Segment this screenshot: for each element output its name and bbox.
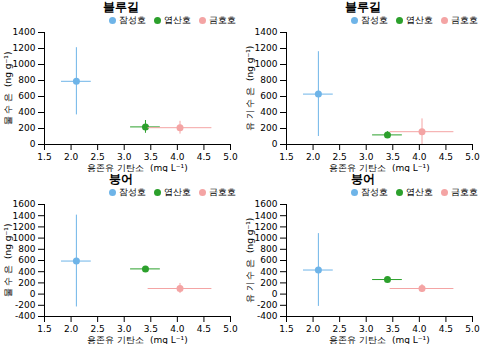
svg-text:4.0: 4.0 xyxy=(412,324,427,334)
svg-text:600: 600 xyxy=(18,91,35,101)
html-text:붕어: 붕어 xyxy=(351,172,375,186)
svg-text:2.5: 2.5 xyxy=(90,324,104,334)
svg-text:0: 0 xyxy=(30,139,36,149)
svg-text:-200: -200 xyxy=(15,300,36,310)
svg-text:4.5: 4.5 xyxy=(439,324,453,334)
svg-text:2.5: 2.5 xyxy=(90,152,104,162)
svg-text:400: 400 xyxy=(260,267,277,277)
svg-text:5.0: 5.0 xyxy=(465,324,480,334)
svg-text:1000: 1000 xyxy=(255,233,278,243)
svg-text:200: 200 xyxy=(18,278,35,288)
svg-text:물 수 은 (ng g⁻¹): 물 수 은 (ng g⁻¹) xyxy=(3,52,13,126)
svg-text:800: 800 xyxy=(18,244,35,254)
svg-text:용존유 기탄소 (mg L⁻¹): 용존유 기탄소 (mg L⁻¹) xyxy=(329,163,429,173)
svg-text:1400: 1400 xyxy=(255,211,278,221)
svg-text:1.5: 1.5 xyxy=(37,152,51,162)
svg-text:2.0: 2.0 xyxy=(306,324,321,334)
svg-text:1000: 1000 xyxy=(13,233,36,243)
svg-text:2.5: 2.5 xyxy=(332,324,346,334)
svg-text:용존유 기탄소 (mg L⁻¹): 용존유 기탄소 (mg L⁻¹) xyxy=(87,163,187,173)
svg-text:5.0: 5.0 xyxy=(223,152,238,162)
svg-text:1.5: 1.5 xyxy=(279,152,293,162)
svg-text:1200: 1200 xyxy=(13,222,36,232)
svg-text:-200: -200 xyxy=(257,300,278,310)
svg-text:-400: -400 xyxy=(257,311,278,321)
svg-text:1.5: 1.5 xyxy=(279,324,293,334)
svg-text:800: 800 xyxy=(260,244,277,254)
html-text:붕어: 붕어 xyxy=(109,172,133,186)
svg-text:1200: 1200 xyxy=(13,43,36,53)
svg-text:1400: 1400 xyxy=(13,211,36,221)
svg-text:0: 0 xyxy=(272,289,278,299)
svg-text:용존유 기탄소 (mg L⁻¹): 용존유 기탄소 (mg L⁻¹) xyxy=(87,335,187,345)
svg-text:1.5: 1.5 xyxy=(37,324,51,334)
svg-text:600: 600 xyxy=(260,255,277,265)
svg-text:2.0: 2.0 xyxy=(64,152,79,162)
html-text:금호호: 금호호 xyxy=(451,187,478,197)
svg-text:0: 0 xyxy=(272,139,278,149)
svg-text:2.5: 2.5 xyxy=(332,152,346,162)
svg-text:1000: 1000 xyxy=(255,59,278,69)
html-text:금호호: 금호호 xyxy=(209,15,236,25)
html-text:잠성호: 잠성호 xyxy=(361,15,388,25)
svg-text:3.0: 3.0 xyxy=(117,324,132,334)
svg-text:1000: 1000 xyxy=(13,59,36,69)
svg-text:2.0: 2.0 xyxy=(64,324,79,334)
svg-text:3.0: 3.0 xyxy=(117,152,132,162)
svg-text:-400: -400 xyxy=(15,311,36,321)
html-text:금호호: 금호호 xyxy=(451,15,478,25)
svg-text:1200: 1200 xyxy=(255,43,278,53)
svg-text:용존유 기탄소 (mg L⁻¹): 용존유 기탄소 (mg L⁻¹) xyxy=(329,335,429,345)
svg-text:3.5: 3.5 xyxy=(144,152,158,162)
html-text:블루길: 블루길 xyxy=(345,0,381,14)
html-text:엽산호: 엽산호 xyxy=(164,187,191,197)
svg-text:400: 400 xyxy=(18,267,35,277)
svg-text:유 기 수 은 (ng g⁻¹): 유 기 수 은 (ng g⁻¹) xyxy=(245,218,255,304)
html-text:엽산호: 엽산호 xyxy=(406,187,433,197)
svg-text:1600: 1600 xyxy=(255,199,278,209)
svg-text:600: 600 xyxy=(18,255,35,265)
svg-text:1200: 1200 xyxy=(255,222,278,232)
svg-text:400: 400 xyxy=(260,107,277,117)
html-text:금호호: 금호호 xyxy=(209,187,236,197)
html-text:잠성호: 잠성호 xyxy=(119,15,146,25)
html-text:블루길: 블루길 xyxy=(103,0,139,14)
svg-text:5.0: 5.0 xyxy=(465,152,480,162)
svg-text:4.5: 4.5 xyxy=(197,324,211,334)
svg-text:600: 600 xyxy=(260,91,277,101)
svg-text:800: 800 xyxy=(260,75,277,85)
html-text:잠성호: 잠성호 xyxy=(361,187,388,197)
svg-text:1400: 1400 xyxy=(255,27,278,37)
svg-text:3.0: 3.0 xyxy=(359,324,374,334)
svg-text:4.5: 4.5 xyxy=(439,152,453,162)
svg-text:800: 800 xyxy=(18,75,35,85)
svg-text:3.5: 3.5 xyxy=(386,152,400,162)
svg-text:1400: 1400 xyxy=(13,27,36,37)
html-text:엽산호: 엽산호 xyxy=(406,15,433,25)
svg-text:3.5: 3.5 xyxy=(144,324,158,334)
svg-text:4.0: 4.0 xyxy=(412,152,427,162)
svg-text:400: 400 xyxy=(18,107,35,117)
svg-text:2.0: 2.0 xyxy=(306,152,321,162)
svg-text:4.5: 4.5 xyxy=(197,152,211,162)
svg-text:유 기 수 은 (ng g⁻¹): 유 기 수 은 (ng g⁻¹) xyxy=(245,46,255,132)
html-text:엽산호: 엽산호 xyxy=(164,15,191,25)
svg-text:4.0: 4.0 xyxy=(170,324,185,334)
html-text:잠성호: 잠성호 xyxy=(119,187,146,197)
svg-text:200: 200 xyxy=(260,278,277,288)
svg-text:1600: 1600 xyxy=(13,199,36,209)
svg-text:5.0: 5.0 xyxy=(223,324,238,334)
svg-text:3.0: 3.0 xyxy=(359,152,374,162)
svg-text:물 수 은 (ng g⁻¹): 물 수 은 (ng g⁻¹) xyxy=(3,224,13,298)
svg-text:3.5: 3.5 xyxy=(386,324,400,334)
svg-text:200: 200 xyxy=(18,123,35,133)
svg-text:200: 200 xyxy=(260,123,277,133)
svg-text:0: 0 xyxy=(30,289,36,299)
svg-text:4.0: 4.0 xyxy=(170,152,185,162)
